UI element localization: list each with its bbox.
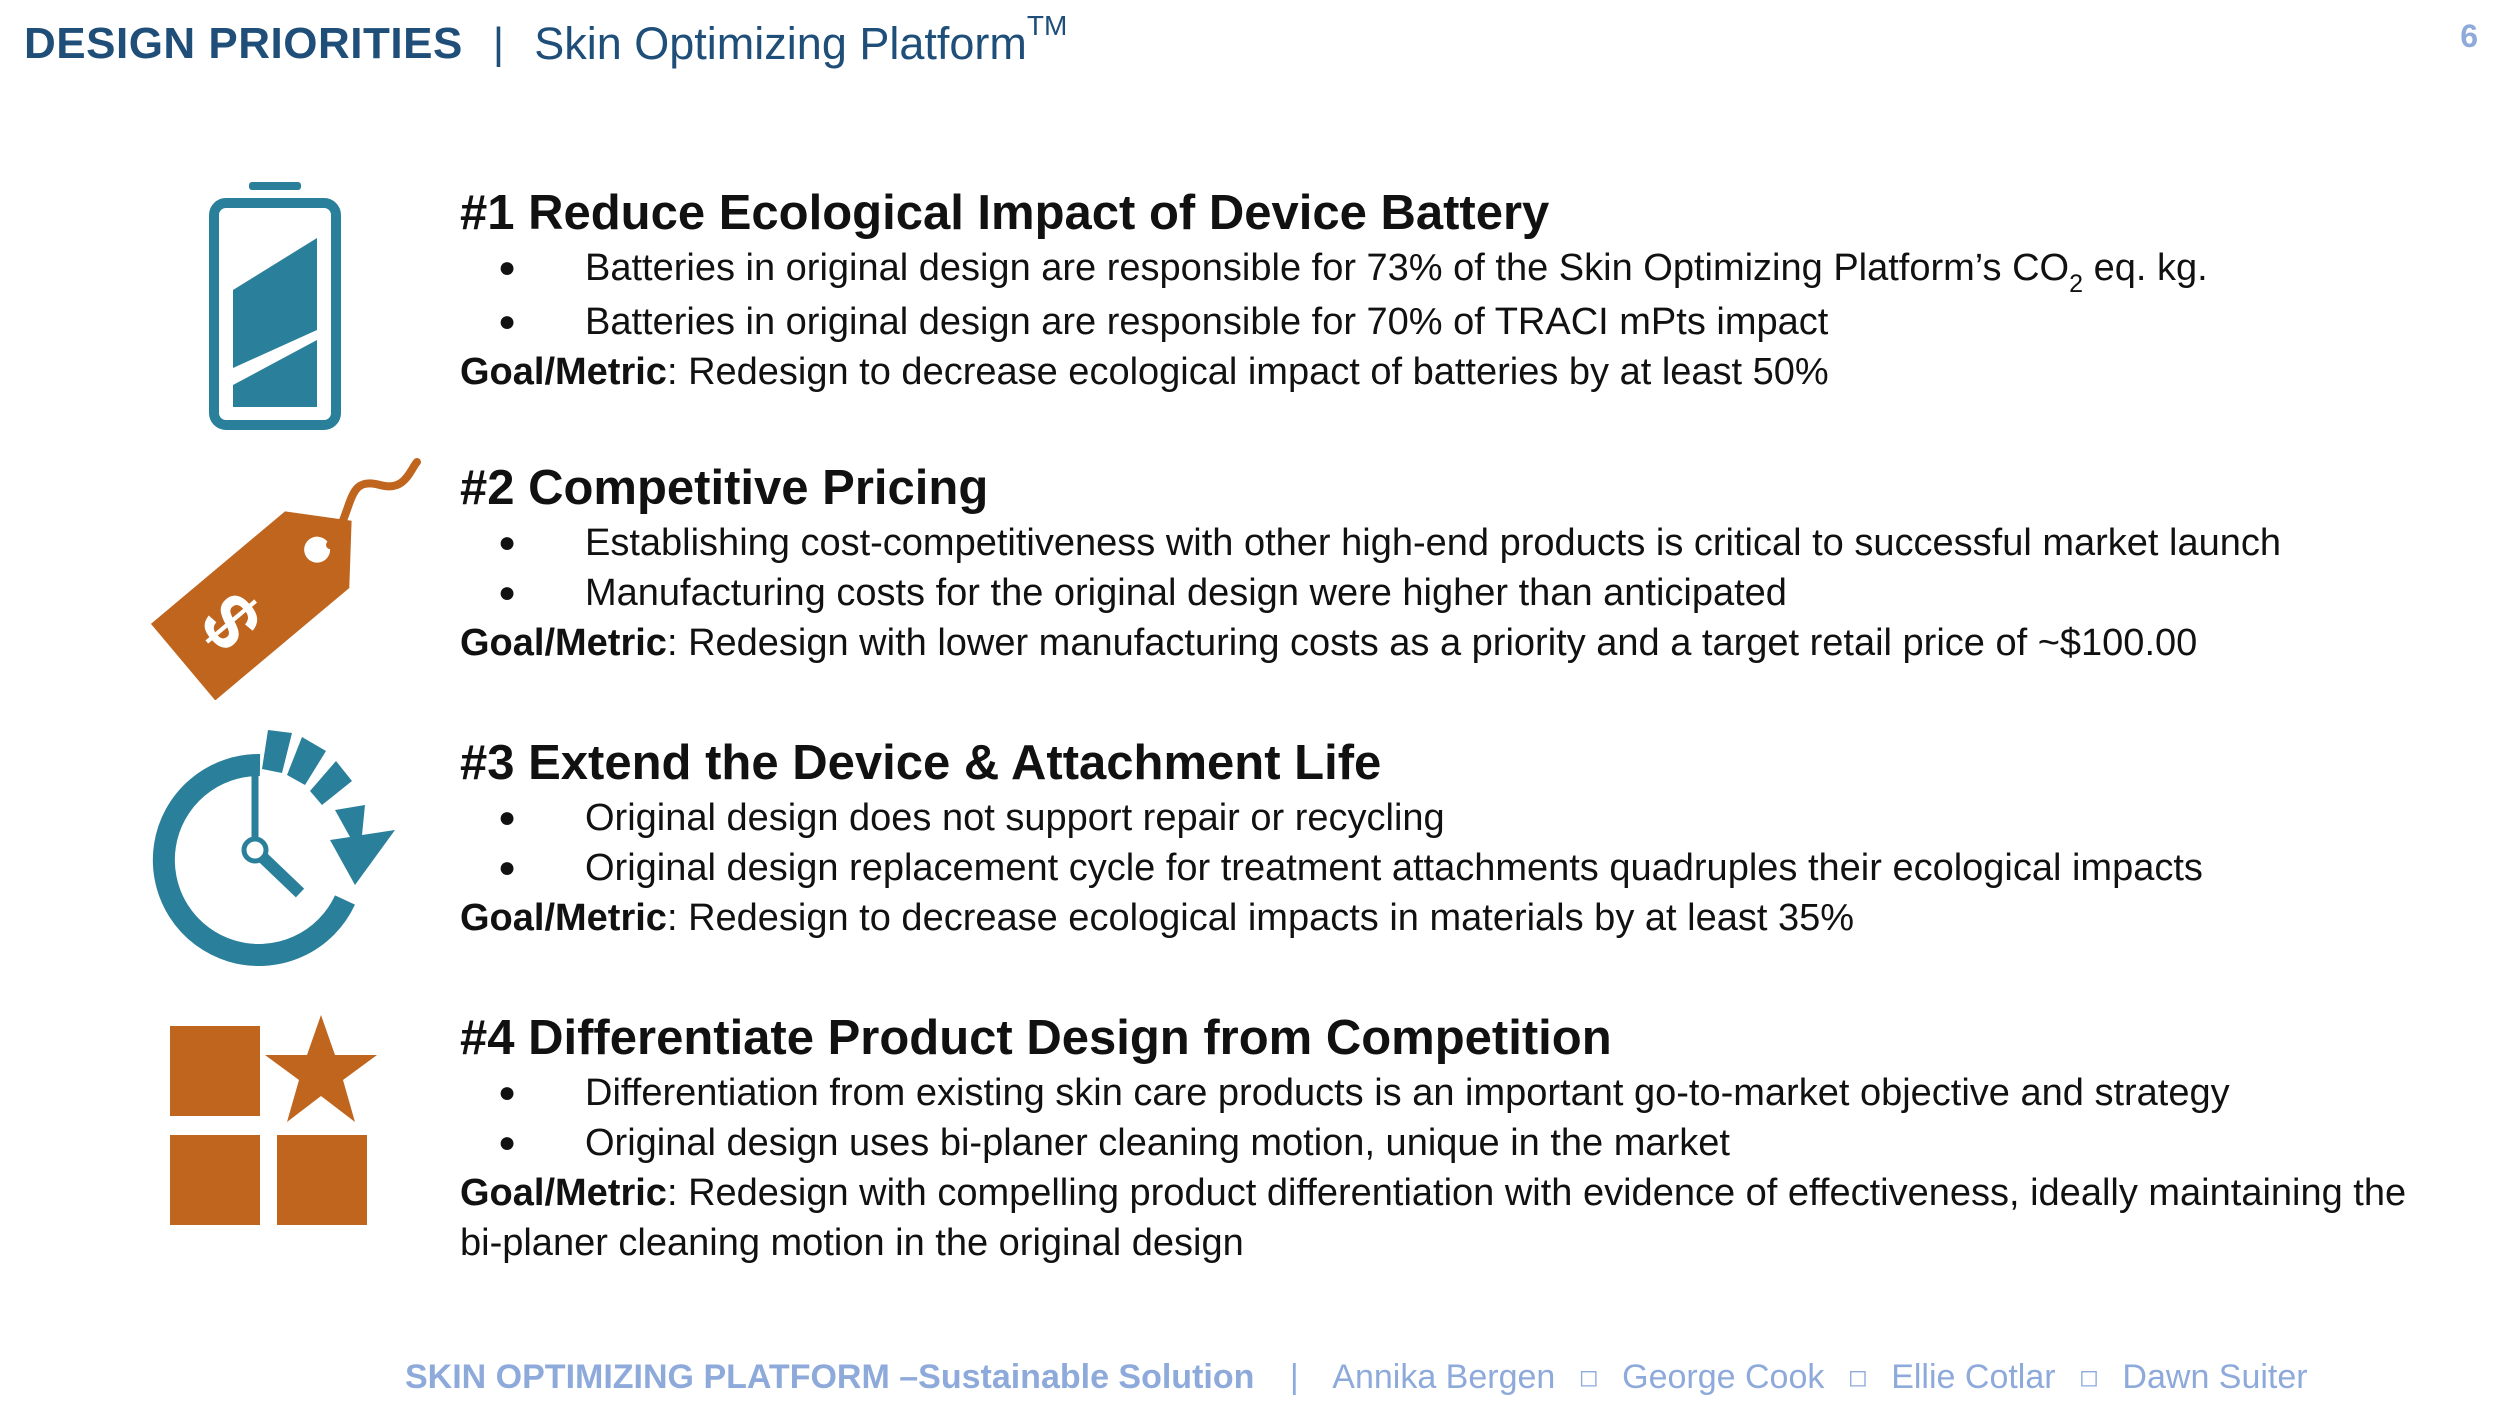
priority-section-4: #4 Differentiate Product Design from Com…	[460, 1008, 2440, 1268]
section-heading: #4 Differentiate Product Design from Com…	[460, 1011, 1612, 1065]
bullet-item: ● Establishing cost-competitiveness with …	[460, 518, 2440, 568]
priority-section-3: #3 Extend the Device & Attachment Life ●…	[460, 733, 2440, 943]
section-heading: #2 Competitive Pricing	[460, 461, 989, 515]
goal-metric: Goal/Metric: Redesign to decrease ecolog…	[460, 347, 2440, 397]
bullet-dot: ●	[498, 305, 517, 338]
bullet-text: Original design does not support repair …	[585, 797, 1445, 839]
bullet-text: Original design uses bi-planer cleaning …	[585, 1122, 1730, 1164]
bullet-item: ● Original design uses bi-planer cleaning…	[460, 1118, 2440, 1168]
bullet-item: ● Manufacturing costs for the original de…	[460, 568, 2440, 618]
goal-text: : Redesign to decrease ecological impact…	[666, 351, 1829, 393]
goal-metric: Goal/Metric: Redesign with lower manufac…	[460, 618, 2440, 668]
clock-cycle-icon	[152, 730, 395, 966]
footer-author: Dawn Suiter	[2122, 1358, 2308, 1396]
footer-title: SKIN OPTIMIZING PLATFORM –Sustainable So…	[405, 1358, 1255, 1396]
bullet-dot: ●	[498, 251, 517, 284]
blocks-star-icon	[170, 1015, 377, 1225]
slide-title: DESIGN PRIORITIES	[24, 19, 463, 68]
bullet-item: ● Original design replacement cycle for t…	[460, 843, 2440, 893]
bullet-text: Original design replacement cycle for tr…	[585, 847, 2203, 889]
slide-subtitle: Skin Optimizing Platform	[534, 18, 1027, 69]
bullet-item: ● Batteries in original design are respon…	[460, 297, 2440, 347]
section-heading: #3 Extend the Device & Attachment Life	[460, 736, 1382, 790]
footer-separator: |	[1289, 1358, 1299, 1396]
bullet-text: Batteries in original design are respons…	[585, 247, 2070, 289]
slide-header: DESIGN PRIORITIES | Skin Optimizing Plat…	[24, 10, 1067, 74]
goal-text: : Redesign with compelling product diffe…	[460, 1172, 2407, 1264]
goal-label: Goal/Metric	[460, 622, 667, 664]
priority-section-1: #1 Reduce Ecological Impact of Device Ba…	[460, 183, 2440, 397]
bullet-dot: ●	[498, 851, 517, 884]
bullet-list: ● Batteries in original design are respon…	[460, 243, 2440, 347]
price-tag-icon: $	[150, 458, 421, 700]
goal-text: : Redesign with lower manufacturing cost…	[666, 622, 2198, 664]
goal-metric: Goal/Metric: Redesign with compelling pr…	[460, 1168, 2440, 1268]
square-separator-icon: ◻	[2079, 1364, 2099, 1391]
goal-label: Goal/Metric	[460, 897, 667, 939]
bullet-item: ● Batteries in original design are respon…	[460, 243, 2440, 298]
battery-icon	[209, 182, 341, 430]
bullet-dot: ●	[498, 1126, 517, 1159]
square-separator-icon: ◻	[1847, 1364, 1868, 1391]
goal-metric: Goal/Metric: Redesign to decrease ecolog…	[460, 893, 2440, 943]
trademark: TM	[1026, 10, 1068, 41]
bullet-list: ● Establishing cost-competitiveness with …	[460, 518, 2440, 618]
bullet-item: ● Original design does not support repair…	[460, 793, 2440, 843]
footer-author: George Cook	[1622, 1358, 1825, 1396]
bullet-list: ● Original design does not support repair…	[460, 793, 2440, 893]
footer-author: Ellie Cotlar	[1891, 1358, 2056, 1396]
bullet-dot: ●	[498, 526, 517, 559]
page-number: 6	[2460, 18, 2478, 54]
bullet-text: Batteries in original design are respons…	[585, 301, 1829, 343]
bullet-text: Manufacturing costs for the original des…	[585, 572, 1787, 614]
bullet-item: ● Differentiation from existing skin care…	[460, 1068, 2440, 1118]
footer-author: Annika Bergen	[1332, 1358, 1556, 1396]
bullet-text: Differentiation from existing skin care …	[585, 1072, 2230, 1114]
slide-footer: SKIN OPTIMIZING PLATFORM –Sustainable So…	[405, 1358, 2308, 1397]
header-separator: |	[492, 19, 505, 68]
square-separator-icon: ◻	[1578, 1364, 1599, 1391]
bullet-dot: ●	[498, 801, 517, 834]
goal-label: Goal/Metric	[460, 351, 667, 393]
bullet-dot: ●	[498, 576, 517, 609]
bullet-text: Establishing cost-competitiveness with o…	[585, 522, 2281, 564]
section-heading: #1 Reduce Ecological Impact of Device Ba…	[460, 186, 1550, 240]
bullet-text-end: eq. kg.	[2083, 247, 2208, 289]
bullet-dot: ●	[498, 1076, 517, 1109]
bullet-list: ● Differentiation from existing skin care…	[460, 1068, 2440, 1168]
priority-section-2: #2 Competitive Pricing ● Establishing cos…	[460, 458, 2440, 668]
goal-label: Goal/Metric	[460, 1172, 667, 1214]
goal-text: : Redesign to decrease ecological impact…	[666, 897, 1855, 939]
subscript: 2	[2069, 270, 2084, 298]
